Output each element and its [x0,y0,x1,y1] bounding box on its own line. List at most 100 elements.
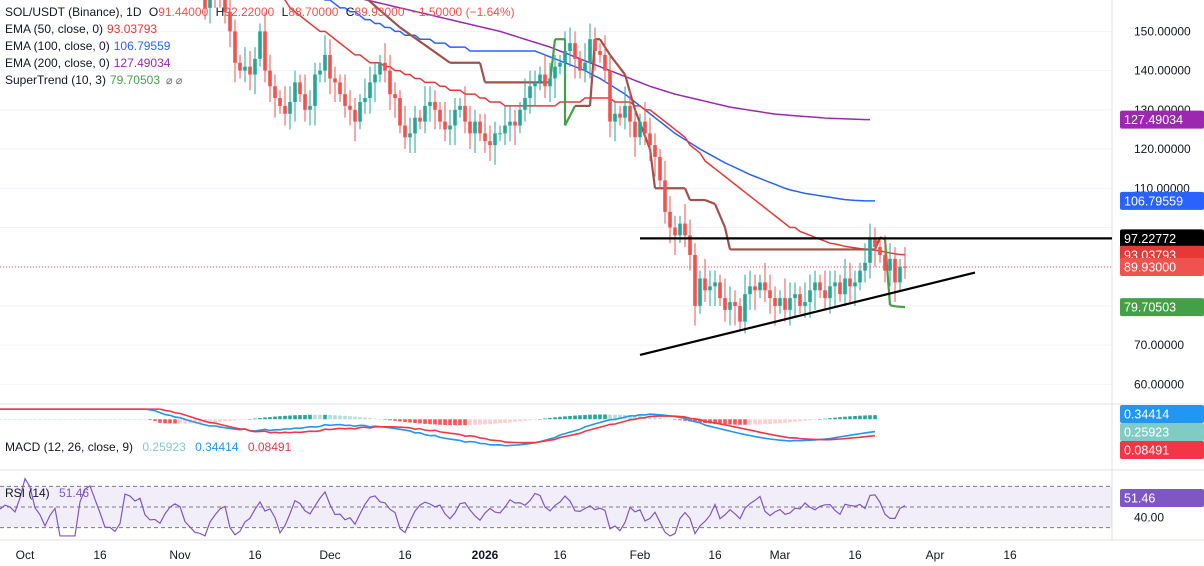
macd-hist-bar [178,419,182,424]
macd-hist-bar [363,417,367,420]
price-tags: 127.49034106.7955997.2277293.0379389.930… [1120,110,1204,507]
supertrend-line [889,304,896,308]
supertrend-line [683,187,692,201]
candle [888,258,892,271]
hidden-icon[interactable]: ⌀ ⌀ [166,75,183,87]
candle [508,121,512,126]
macd-hist-bar [183,419,187,424]
macd-hist-bar [103,419,107,420]
candle [408,133,412,138]
candle [468,121,472,134]
macd-hist-bar [663,418,667,420]
candle [368,82,372,99]
candle [898,266,902,283]
macd-hist-bar [808,419,812,421]
macd-hist-bar [393,419,397,421]
macd-hist-bar [358,417,362,420]
candle [893,258,897,283]
chart-legend: SOL/USDT (Binance), 1D O91.44000 H92.220… [5,4,515,90]
legend-ema50[interactable]: EMA (50, close, 0) 93.03793 [5,21,515,38]
ema200-value: 127.49034 [113,56,171,70]
legend-ohlc[interactable]: SOL/USDT (Binance), 1D O91.44000 H92.220… [5,4,515,21]
candle [278,98,282,106]
axes: 150.00000140.00000130.00000120.00000110.… [16,24,1191,562]
macd-hist-bar [8,419,12,420]
macd-label: MACD (12, 26, close, 9) [5,440,134,454]
close-value: 89.93000 [354,5,405,19]
candle [263,31,267,71]
ema100-value: 106.79559 [113,39,171,53]
macd-hist-bar [593,414,597,420]
candle [348,105,352,110]
ema50-value: 93.03793 [107,22,158,36]
macd-hist-bar [278,416,282,420]
candle [528,86,532,99]
macd-hist-bar [493,419,497,424]
ema100-line [323,0,876,202]
macd-hist-bar [418,419,422,424]
macd-hist-bar [0,419,2,420]
time-tick: 2026 [472,548,499,562]
macd-hist-bar [168,419,172,424]
macd-hist-bar [128,419,132,420]
candle [823,290,827,299]
candle [848,278,852,287]
legend-ema200[interactable]: EMA (200, close, 0) 127.49034 [5,55,515,72]
macd-hist-bar [293,415,297,420]
legend-ema100[interactable]: EMA (100, close, 0) 106.79559 [5,38,515,55]
ema100-label: EMA (100, close, 0) [5,39,110,53]
time-tick: 16 [398,548,412,562]
macd-hist-bar [413,419,417,423]
supertrend-line [548,39,557,83]
candle [713,282,717,287]
macd-hist-bar [478,419,482,425]
macd-hist-bar [473,419,477,425]
candle [398,98,402,126]
candle [758,282,762,291]
candle [578,58,582,71]
macd-hist-bar [838,417,842,420]
candle [723,298,727,310]
candle [203,0,207,8]
macd-hist-bar [843,416,847,420]
candle [588,39,592,63]
candle [658,156,662,181]
candle [438,109,442,122]
macd-hist-bar [268,417,272,420]
candle [583,62,587,71]
macd-hist-bar [298,415,302,420]
macd-hist-bar [378,419,382,420]
macd-hist-bar [48,419,52,420]
rsi-pane [0,477,1112,537]
macd-hist-bar [248,418,252,420]
macd-hist-bar [58,419,62,420]
macd-hist-bar [193,419,197,424]
supertrend-tag [1120,298,1204,317]
macd-hist-bar [538,419,542,420]
macd-hist-bar [343,415,347,420]
macd-hist-bar [458,419,462,426]
macd-hist-bar [63,419,67,420]
candle [903,266,907,268]
candle [813,282,817,291]
candle [593,39,597,51]
macd-hist-bar [693,419,697,422]
legend-supertrend[interactable]: SuperTrend (10, 3) 79.70503 ⌀ ⌀ [5,72,515,90]
candle [873,239,877,248]
candle [283,105,287,114]
rsi-legend[interactable]: RSI (14) 51.46 [5,486,89,500]
macd-tag [1120,405,1204,423]
candle [718,282,722,299]
macd-hist-bar [323,414,327,420]
supertrend-value: 79.70503 [109,73,161,87]
candle [513,121,517,126]
candle [433,101,437,110]
candle [748,286,752,295]
candle [328,54,332,79]
price-tick: 140.00000 [1134,64,1191,78]
candle [538,74,542,83]
candle [568,43,572,51]
low-value: 88.70000 [288,5,339,19]
macd-legend[interactable]: MACD (12, 26, close, 9) 0.25923 0.34414 … [5,440,291,454]
